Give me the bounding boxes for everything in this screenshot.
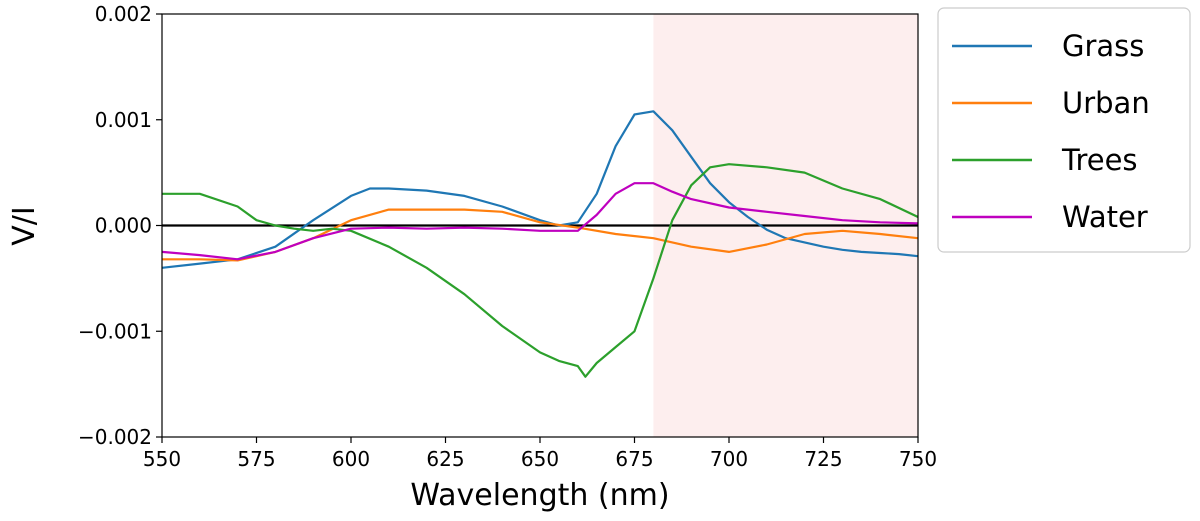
x-tick-label: 700 [710, 447, 748, 471]
x-tick-label: 725 [804, 447, 842, 471]
legend: Grass Urban Trees Water [937, 7, 1191, 253]
y-axis-label: V/I [7, 206, 42, 245]
legend-label-grass: Grass [1062, 29, 1144, 63]
x-tick-label: 550 [143, 447, 181, 471]
legend-label-water: Water [1062, 200, 1148, 234]
x-tick-label: 625 [426, 447, 464, 471]
series-line-trees [162, 163, 919, 378]
x-tick-label: 750 [899, 447, 937, 471]
x-tick-label: 575 [237, 447, 275, 471]
y-axis-ticks: −0.002 −0.001 0.000 0.001 0.002 [78, 2, 162, 449]
y-tick-label: −0.001 [78, 319, 152, 343]
x-tick-label: 675 [615, 447, 653, 471]
legend-label-urban: Urban [1062, 86, 1150, 120]
legend-label-trees: Trees [1061, 143, 1138, 177]
legend-frame [937, 7, 1191, 253]
series-line-grass [161, 110, 919, 269]
x-tick-label: 600 [332, 447, 370, 471]
x-tick-label: 650 [521, 447, 559, 471]
x-axis-label: Wavelength (nm) [410, 478, 669, 513]
y-tick-label: 0.000 [95, 214, 152, 238]
series-layer [161, 110, 919, 378]
series-line-water [161, 182, 919, 261]
y-tick-label: −0.002 [78, 425, 152, 449]
x-axis-ticks: 550 575 600 625 650 675 700 725 750 [143, 437, 937, 471]
y-tick-label: 0.002 [95, 2, 152, 26]
y-tick-label: 0.001 [95, 108, 152, 132]
